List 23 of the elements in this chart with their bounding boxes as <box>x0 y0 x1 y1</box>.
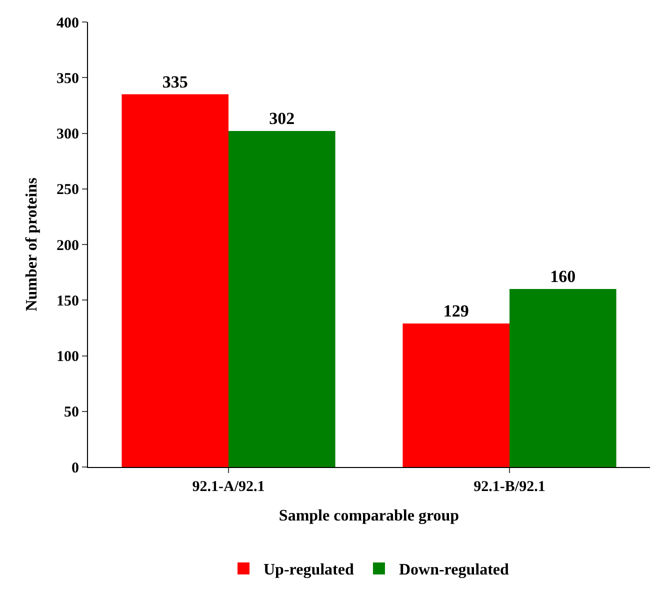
y-tick-label: 300 <box>56 126 79 142</box>
y-tick-label: 150 <box>56 293 79 310</box>
bar <box>510 289 616 467</box>
y-tick-label: 400 <box>56 15 79 32</box>
bar <box>122 94 228 467</box>
bar <box>228 131 336 467</box>
data-label: 335 <box>162 72 188 92</box>
legend-label: Down-regulated <box>398 562 509 579</box>
y-tick-label: 50 <box>64 404 79 421</box>
y-tick-label: 200 <box>56 238 79 254</box>
y-tick-label: 100 <box>56 349 79 365</box>
data-label: 129 <box>443 301 469 320</box>
legend-label: Up-regulated <box>264 562 354 579</box>
y-tick-label: 0 <box>72 460 79 476</box>
y-axis-title: Number of proteins <box>23 178 40 312</box>
x-tick-label: 92.1-A/92.1 <box>192 479 265 495</box>
bar <box>402 323 510 467</box>
y-tick-label: 350 <box>56 70 79 87</box>
x-axis-title: Sample comparable group <box>278 508 460 525</box>
x-tick-label: 92.1-B/92.1 <box>474 479 546 495</box>
data-label: 160 <box>550 267 576 286</box>
y-tick-label: 250 <box>56 182 79 198</box>
data-label: 302 <box>269 109 295 128</box>
